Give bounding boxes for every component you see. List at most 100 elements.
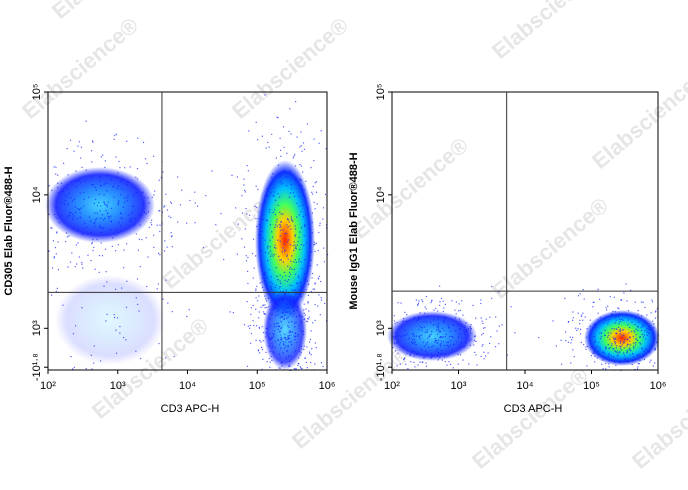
event-dot: [289, 273, 292, 275]
event-dot: [289, 364, 291, 366]
event-dot: [303, 318, 306, 320]
event-dot: [247, 325, 249, 327]
event-dot: [291, 331, 293, 333]
event-dot: [85, 120, 87, 122]
event-dot: [427, 341, 429, 344]
event-dot: [634, 331, 636, 333]
event-dot: [105, 210, 107, 212]
x-tick-label: 10⁵: [583, 380, 600, 392]
event-dot: [599, 348, 601, 350]
event-dot: [294, 326, 296, 328]
event-dot: [469, 328, 472, 330]
event-dot: [644, 323, 646, 325]
event-dot: [423, 357, 425, 359]
event-dot: [619, 345, 621, 347]
event-dot: [392, 347, 394, 349]
event-dot: [265, 327, 268, 330]
event-dot: [274, 315, 277, 317]
event-dot: [284, 293, 286, 295]
event-dot: [91, 243, 93, 245]
event-dot: [293, 310, 295, 313]
event-dot: [115, 133, 117, 135]
event-dot: [296, 202, 298, 204]
event-dot: [69, 139, 72, 141]
event-dot: [284, 294, 286, 296]
event-dot: [295, 101, 297, 103]
event-dot: [640, 301, 643, 303]
event-dot: [303, 333, 305, 335]
event-dot: [269, 351, 271, 353]
event-dot: [285, 339, 287, 341]
event-dot: [397, 302, 399, 304]
event-dot: [630, 350, 632, 352]
event-dot: [265, 251, 267, 254]
event-dot: [463, 346, 465, 348]
event-dot: [430, 301, 432, 304]
event-dot: [84, 180, 86, 182]
event-dot: [615, 347, 618, 349]
event-dot: [299, 164, 301, 166]
event-dot: [418, 316, 420, 318]
event-dot: [278, 325, 280, 327]
event-dot: [413, 341, 415, 343]
event-dot: [436, 326, 438, 328]
event-dot: [288, 130, 290, 132]
event-dot: [608, 360, 610, 362]
event-dot: [111, 245, 113, 247]
event-dot: [202, 247, 205, 249]
event-dot: [270, 276, 272, 278]
event-dot: [294, 195, 296, 197]
event-dot: [579, 293, 581, 295]
event-dot: [631, 321, 633, 323]
event-dot: [115, 329, 117, 331]
event-dot: [633, 346, 635, 348]
event-dot: [423, 326, 426, 328]
event-dot: [289, 303, 291, 305]
event-dot: [159, 254, 161, 256]
event-dot: [619, 347, 622, 349]
event-dot: [491, 285, 493, 287]
event-dot: [110, 215, 112, 217]
event-dot: [75, 170, 77, 172]
event-dot: [282, 341, 284, 343]
event-dot: [51, 294, 53, 296]
event-dot: [573, 356, 575, 358]
event-dot: [413, 316, 415, 318]
event-dot: [113, 233, 115, 235]
event-dot: [282, 126, 285, 128]
event-dot: [298, 315, 300, 317]
event-dot: [270, 337, 272, 339]
event-dot: [652, 365, 654, 367]
event-dot: [156, 224, 158, 226]
event-dot: [311, 191, 313, 193]
event-dot: [295, 292, 297, 295]
event-dot: [303, 244, 305, 246]
event-dot: [294, 336, 296, 338]
event-dot: [147, 211, 149, 213]
event-dot: [421, 329, 423, 332]
event-dot: [312, 193, 314, 195]
event-dot: [81, 263, 83, 265]
density-cluster: [263, 290, 307, 370]
event-dot: [290, 260, 292, 262]
event-dot: [649, 328, 651, 331]
event-dot: [309, 245, 311, 247]
event-dot: [300, 261, 302, 263]
event-dot: [93, 246, 95, 249]
event-dot: [255, 308, 257, 310]
event-dot: [137, 137, 139, 139]
event-dot: [586, 365, 588, 367]
y-tick-label: 10⁴: [31, 186, 43, 203]
event-dot: [437, 355, 439, 357]
event-dot: [594, 340, 597, 342]
event-dot: [637, 310, 639, 312]
event-dot: [300, 348, 302, 350]
event-dot: [591, 345, 593, 347]
event-dot: [437, 324, 439, 327]
event-dot: [57, 241, 59, 243]
event-dot: [654, 311, 657, 313]
event-dot: [119, 332, 121, 334]
event-dot: [463, 331, 465, 333]
event-dot: [106, 281, 108, 283]
